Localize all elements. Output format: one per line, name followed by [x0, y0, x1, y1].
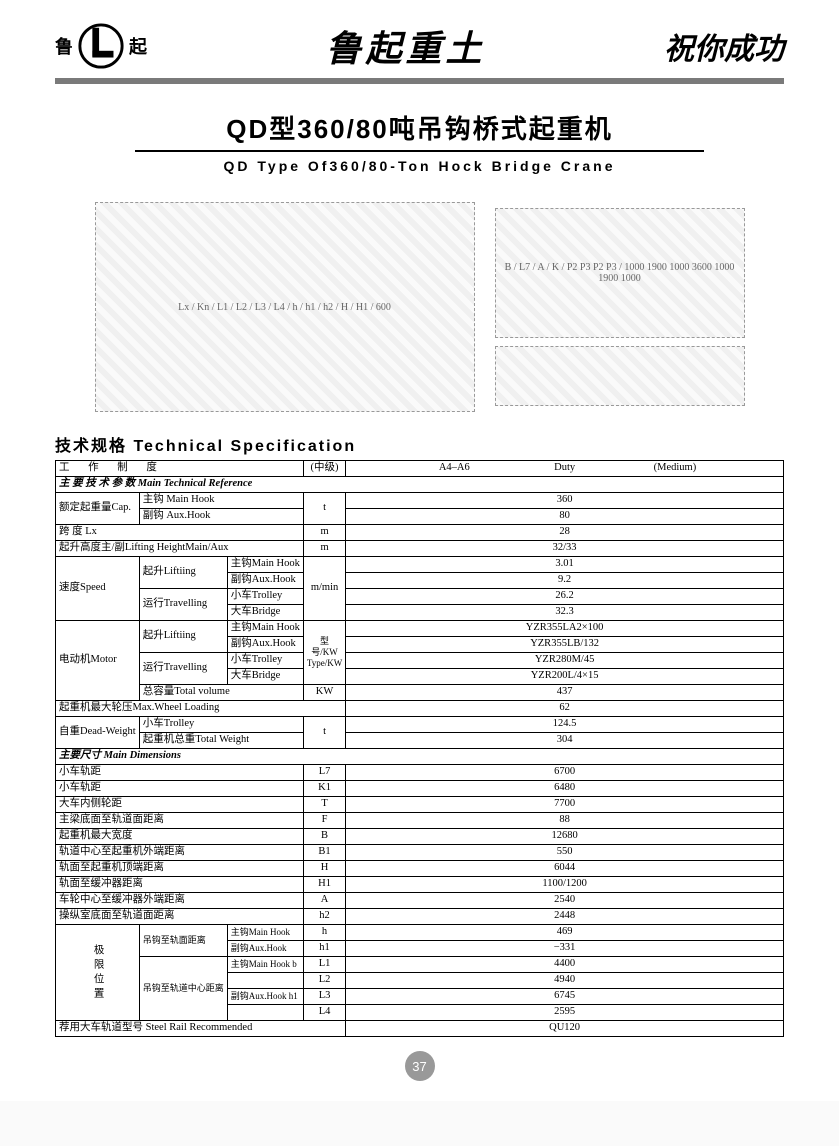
- speed-main-row: 速度Speed 起升Liftiing 主钩Main Hook m/min 3.0…: [56, 557, 784, 573]
- wish-text: 祝你成功: [664, 24, 784, 68]
- lift-height-row: 起升高度主/副Lifting HeightMain/Aux m 32/33: [56, 541, 784, 557]
- page-title-en: QD Type Of360/80-Ton Hock Bridge Crane: [55, 158, 784, 174]
- dimension-row: 操纵室底面至轨道面距离h22448: [56, 909, 784, 925]
- subheader-dimensions: 主要尺寸 Main Dimensions: [56, 749, 784, 765]
- limit-row: 极限位置吊钩至轨面距离主钩Main Hookh469: [56, 925, 784, 941]
- logo-block: 鲁 起: [55, 22, 147, 70]
- dimension-row: 小车轨距K16480: [56, 781, 784, 797]
- dimension-row: 起重机最大宽度B12680: [56, 829, 784, 845]
- page-container: 鲁 起 鲁起重土 祝你成功 QD型360/80吨吊钩桥式起重机 QD Type …: [0, 0, 839, 1101]
- diagram-side-view: B / L7 / A / K / P2 P3 P2 P3 / 1000 1900…: [495, 208, 745, 338]
- dimension-row: 主梁底面至轨道面距离F88: [56, 813, 784, 829]
- dimension-row: 车轮中心至缓冲器外端距离A2540: [56, 893, 784, 909]
- weight-trolley-row: 自重Dead-Weight 小车Trolley t 124.5: [56, 717, 784, 733]
- duty-row: 工 作 制 度 (中级) A4–A6 Duty (Medium): [56, 461, 784, 477]
- logo-char-right: 起: [129, 33, 147, 59]
- span-row: 跨 度 Lx m 28: [56, 525, 784, 541]
- title-rule: [135, 150, 704, 152]
- dimension-row: 轨面至起重机顶端距离H6044: [56, 861, 784, 877]
- spec-table: 工 作 制 度 (中级) A4–A6 Duty (Medium) 主 要 技 术…: [55, 460, 784, 1037]
- diagram-front-view: Lx / Kn / L1 / L2 / L3 / L4 / h / h1 / h…: [95, 202, 475, 412]
- diagram-area: Lx / Kn / L1 / L2 / L3 / L4 / h / h1 / h…: [55, 192, 784, 422]
- limit-row: 吊钩至轨道中心距离主钩Main Hook bL14400: [56, 957, 784, 973]
- header-band: 鲁 起 鲁起重土 祝你成功: [55, 20, 784, 84]
- wheel-load-row: 起重机最大轮压Max.Wheel Loading 62: [56, 701, 784, 717]
- motor-main-row: 电动机Motor 起升Liftiing 主钩Main Hook 型号/KW Ty…: [56, 621, 784, 637]
- dimension-row: 小车轨距L76700: [56, 765, 784, 781]
- cap-aux-row: 副钩 Aux.Hook 80: [56, 509, 784, 525]
- dimension-row: 大车内侧轮距T7700: [56, 797, 784, 813]
- page-title-cn: QD型360/80吨吊钩桥式起重机: [55, 109, 784, 146]
- page-number: 37: [405, 1051, 435, 1081]
- diagram-wheel-layout: [495, 346, 745, 406]
- section-heading: 技术规格 Technical Specification: [55, 432, 784, 456]
- brand-title: 鲁起重土: [325, 20, 485, 72]
- logo-icon: [77, 22, 125, 70]
- subheader-main-ref: 主 要 技 术 参 数 Main Technical Reference: [56, 477, 784, 493]
- rail-row: 荐用大车轨道型号 Steel Rail Recommended QU120: [56, 1021, 784, 1037]
- dimension-row: 轨道中心至起重机外端距离B1550: [56, 845, 784, 861]
- logo-char-left: 鲁: [55, 33, 73, 59]
- cap-main-row: 额定起重量Cap. 主钩 Main Hook t 360: [56, 493, 784, 509]
- dimension-row: 轨面至缓冲器距离H11100/1200: [56, 877, 784, 893]
